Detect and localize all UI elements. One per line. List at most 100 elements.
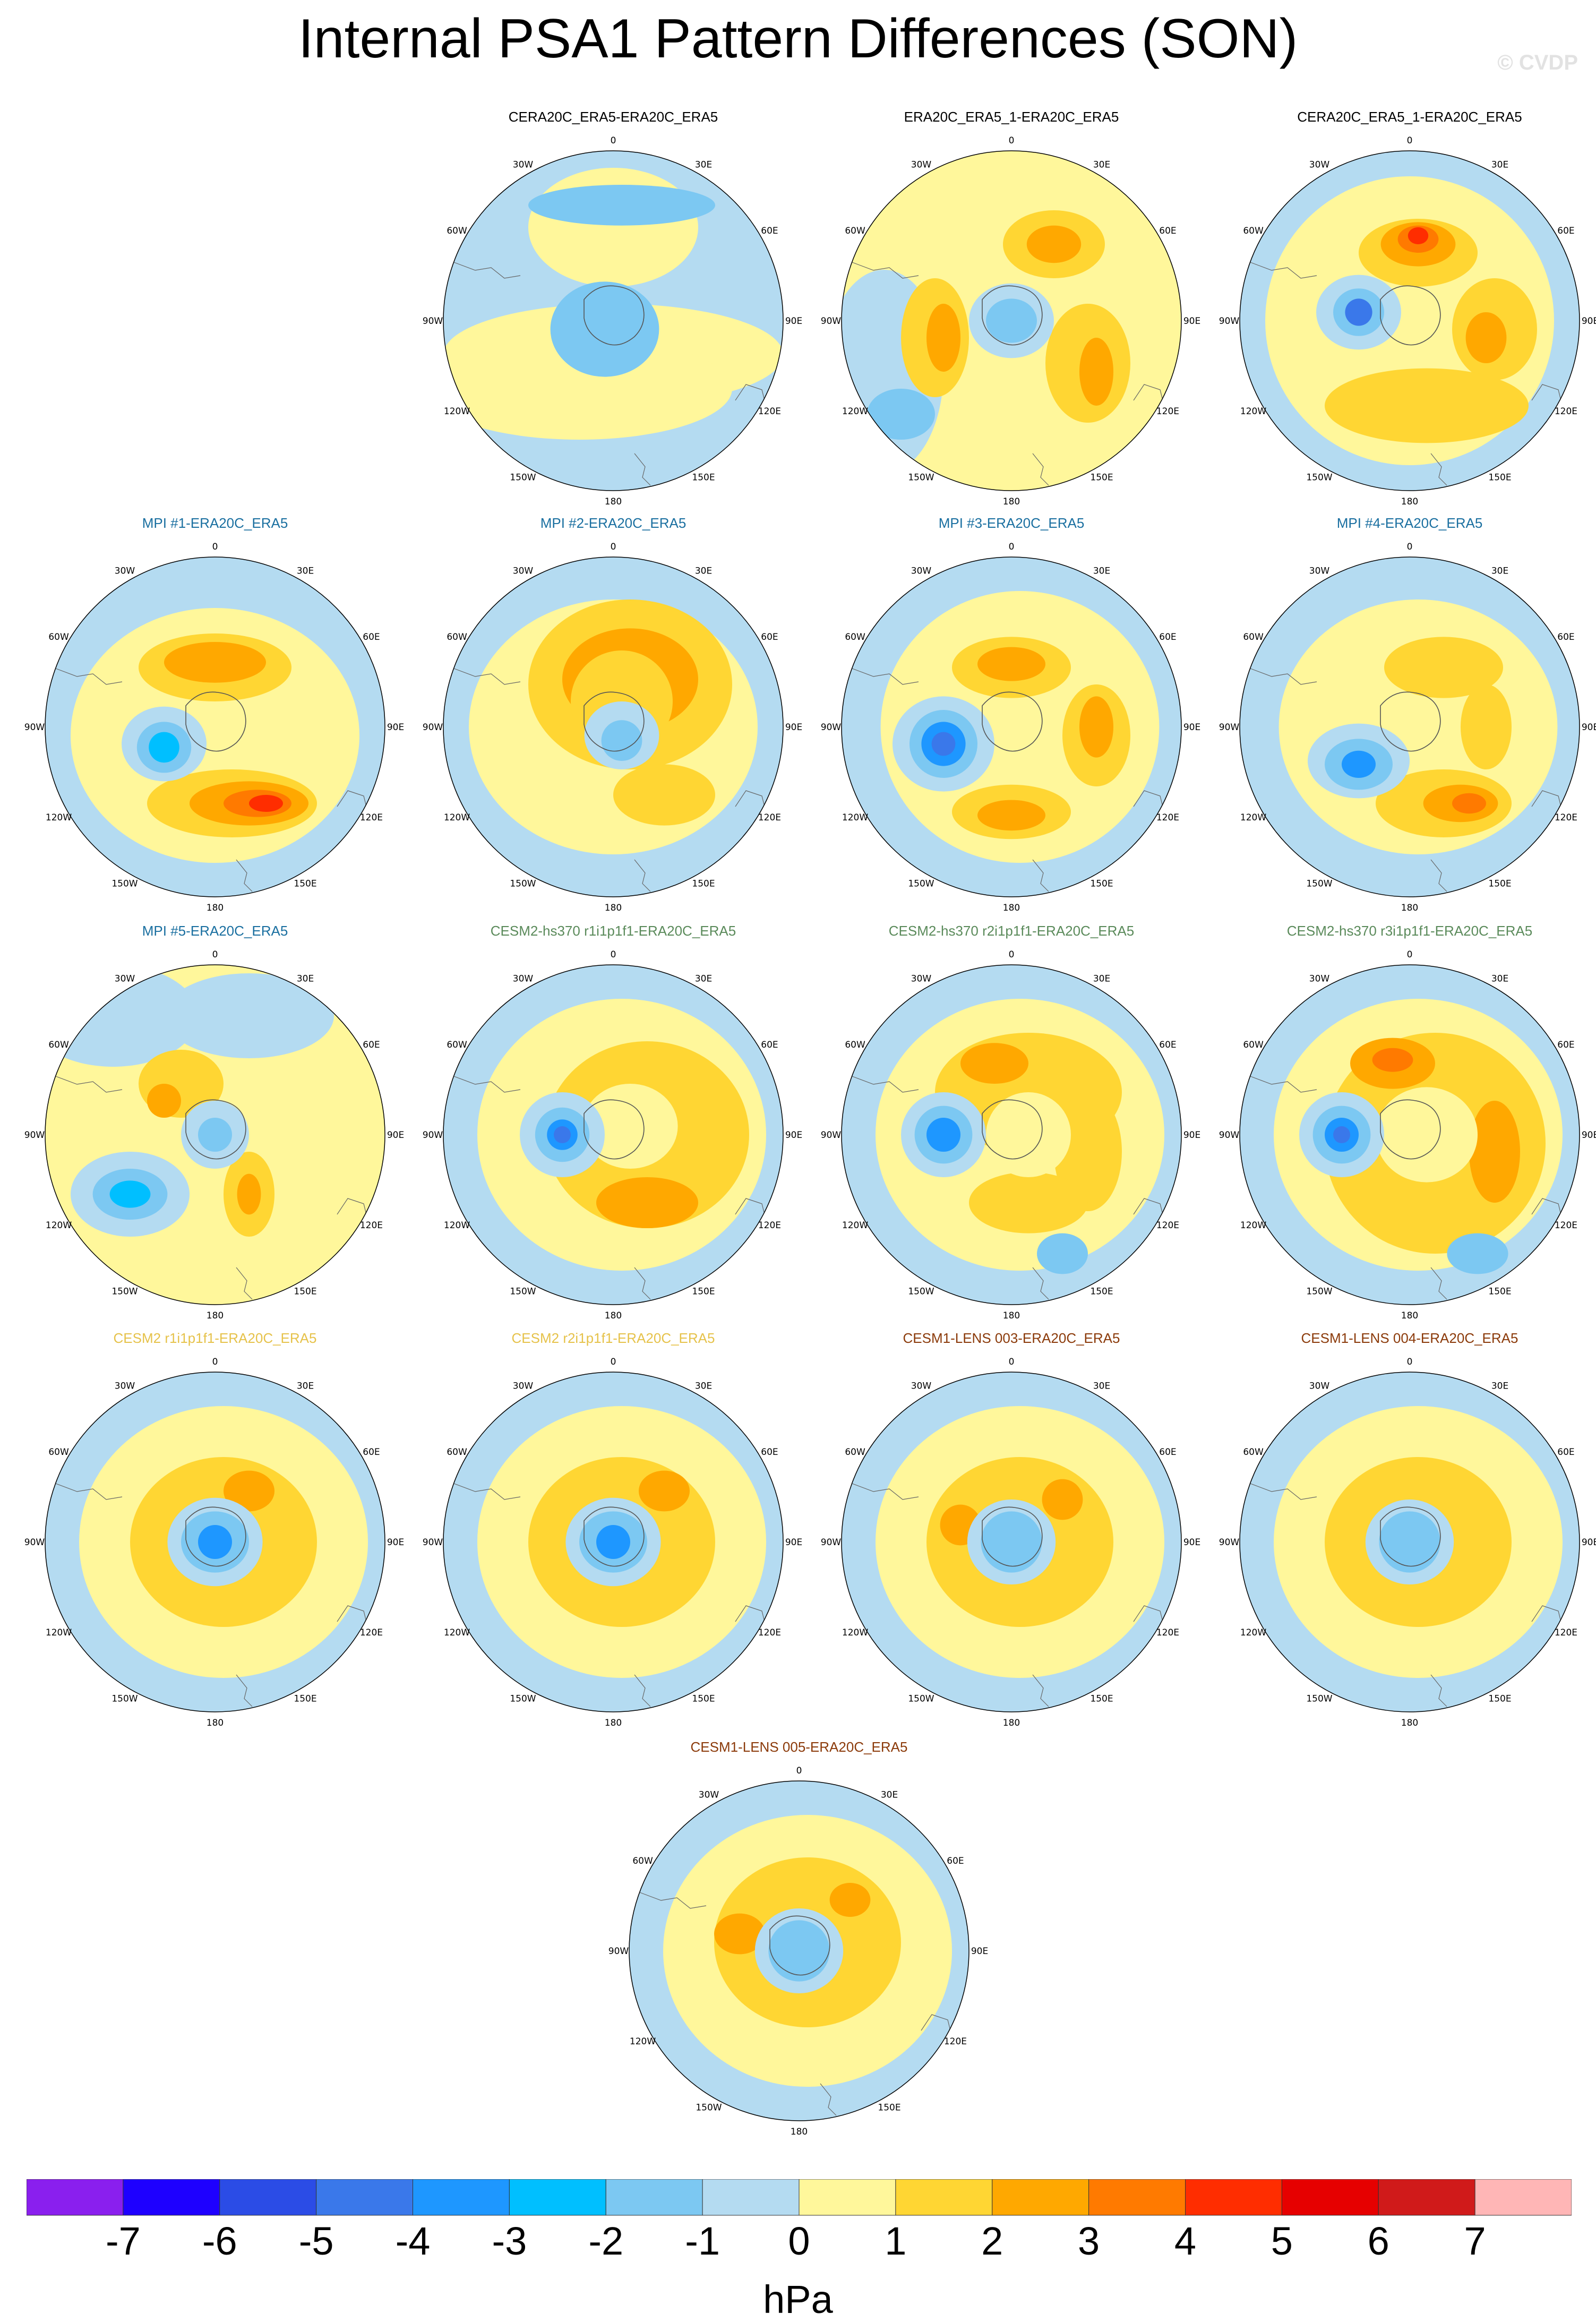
map-border	[45, 964, 385, 1305]
longitude-label: 60W	[1243, 1040, 1264, 1050]
longitude-label: 150W	[510, 472, 536, 483]
south-america-coastline	[639, 1892, 707, 1909]
colorbar-swatch	[123, 2179, 220, 2216]
south-america-coastline	[453, 262, 521, 279]
longitude-label: 180	[1003, 1718, 1020, 1728]
colorbar-tick-label: -6	[202, 2219, 237, 2263]
longitude-label: 180	[605, 903, 622, 913]
pressure-field	[842, 1372, 1181, 1712]
longitude-label: 120W	[842, 1627, 868, 1638]
panel-title: MPI #5-ERA20C_ERA5	[142, 923, 288, 939]
contour-region	[1384, 637, 1503, 698]
longitude-label: 30W	[513, 974, 534, 984]
contour-region	[550, 281, 659, 377]
antarctica-coastline	[1380, 1099, 1441, 1160]
colorbar-tick-label: -4	[396, 2219, 431, 2263]
longitude-label: 60E	[761, 632, 778, 642]
contour-region	[960, 1043, 1028, 1084]
map-panel: CERA20C_ERA5-ERA20C_ERA5 0 30E 60E 90E 120E 15…	[414, 109, 812, 512]
longitude-label: 150E	[294, 878, 316, 889]
contour-region	[986, 298, 1037, 343]
longitude-label: 30E	[1491, 974, 1508, 984]
map-panel: CERA20C_ERA5_1-ERA20C_ERA5 0 30E 60E 90E 120E…	[1211, 109, 1596, 512]
colorbar-tick-label: 0	[788, 2219, 810, 2263]
longitude-label: 60W	[447, 1040, 467, 1050]
map-border	[841, 150, 1182, 491]
longitude-label: 0	[212, 542, 218, 552]
longitude-label: 90E	[785, 316, 802, 327]
longitude-label: 150E	[692, 878, 715, 889]
longitude-label: 30E	[695, 1381, 712, 1392]
polar-map: 0 30E 60E 90E 120E 150E 180 150W 120W 90W 60W 30W	[24, 542, 404, 913]
longitude-label: 90W	[24, 722, 45, 733]
longitude-label: 90E	[1582, 722, 1596, 733]
longitude-label: 120W	[630, 2036, 656, 2047]
longitude-label: 150E	[1488, 472, 1511, 483]
longitude-label: 90W	[821, 1537, 842, 1548]
map-panel: CESM2-hs370 r2i1p1f1-ERA20C_ERA5 0 30E 60E 9…	[812, 923, 1211, 1326]
map-border	[841, 1372, 1182, 1712]
contour-region	[149, 732, 179, 763]
longitude-label: 120W	[46, 1627, 72, 1638]
antarctica-coastline	[1380, 691, 1441, 752]
south-america-coastline	[453, 1483, 521, 1500]
pressure-field	[45, 965, 385, 1305]
longitude-label: 30E	[695, 566, 712, 577]
longitude-label: 60E	[1159, 1040, 1176, 1050]
south-america-coastline	[1250, 262, 1317, 279]
pressure-field	[443, 1372, 783, 1712]
contour-region	[109, 1180, 151, 1208]
colorbar-swatch	[1281, 2179, 1379, 2216]
map-border	[443, 150, 784, 491]
south-america-coastline	[1250, 668, 1317, 685]
colorbar-tick-label: 4	[1174, 2219, 1196, 2263]
south-america-coastline	[852, 1076, 919, 1093]
contour-region	[981, 1511, 1042, 1573]
longitude-label: 0	[1407, 135, 1413, 146]
contour-region	[639, 1470, 690, 1512]
longitude-label: 90W	[608, 1946, 629, 1957]
colorbar-swatch	[895, 2179, 993, 2216]
polar-map: 0 30E 60E 90E 120E 150E 180 150W 120W 90W 60W 30W	[821, 949, 1200, 1321]
longitude-label: 90E	[1183, 316, 1200, 327]
longitude-label: 0	[796, 1766, 802, 1776]
contour-region	[1379, 1511, 1440, 1573]
longitude-label: 150W	[1306, 1286, 1332, 1297]
longitude-label: 30W	[911, 1381, 932, 1392]
longitude-label: 90W	[423, 722, 443, 733]
contour-region	[931, 732, 956, 756]
longitude-label: 150W	[510, 1286, 536, 1297]
longitude-label: 60W	[845, 226, 865, 236]
colorbar-tick-label: 2	[981, 2219, 1003, 2263]
longitude-label: 120E	[1156, 1220, 1179, 1231]
contour-region	[1345, 298, 1372, 326]
contour-region	[554, 1126, 571, 1143]
longitude-label: 120W	[842, 1220, 868, 1231]
longitude-label: 120W	[1240, 812, 1266, 823]
longitude-label: 150E	[692, 1286, 715, 1297]
longitude-label: 90W	[821, 316, 842, 327]
longitude-label: 150W	[696, 2102, 722, 2113]
longitude-label: 90W	[24, 1130, 45, 1141]
longitude-label: 30W	[911, 974, 932, 984]
new-zealand-coastline	[634, 1674, 651, 1707]
polar-map: 0 30E 60E 90E 120E 150E 180 150W 120W 90W 60W 30W	[821, 542, 1200, 913]
contour-region	[596, 1177, 698, 1228]
longitude-label: 30W	[911, 566, 932, 577]
contour-region	[969, 1172, 1088, 1233]
panel-title: CERA20C_ERA5_1-ERA20C_ERA5	[1297, 109, 1522, 125]
longitude-label: 150W	[111, 1286, 138, 1297]
map-border	[1239, 150, 1580, 491]
pressure-field	[842, 557, 1181, 897]
map-panel: CESM2 r2i1p1f1-ERA20C_ERA5 0 30E 60E 90E 120E…	[414, 1330, 812, 1734]
contour-region	[443, 338, 732, 440]
map-panel: CESM2-hs370 r3i1p1f1-ERA20C_ERA5 0 30E 60E 9…	[1211, 923, 1596, 1326]
antarctica-coastline	[769, 1915, 830, 1976]
new-zealand-coastline	[236, 1267, 253, 1300]
colorbar-tick-label: 7	[1464, 2219, 1486, 2263]
longitude-label: 60E	[761, 1447, 778, 1458]
colorbar-swatch	[1474, 2179, 1572, 2216]
longitude-label: 30E	[1093, 1381, 1110, 1392]
longitude-label: 30E	[695, 160, 712, 170]
longitude-label: 90E	[387, 722, 404, 733]
